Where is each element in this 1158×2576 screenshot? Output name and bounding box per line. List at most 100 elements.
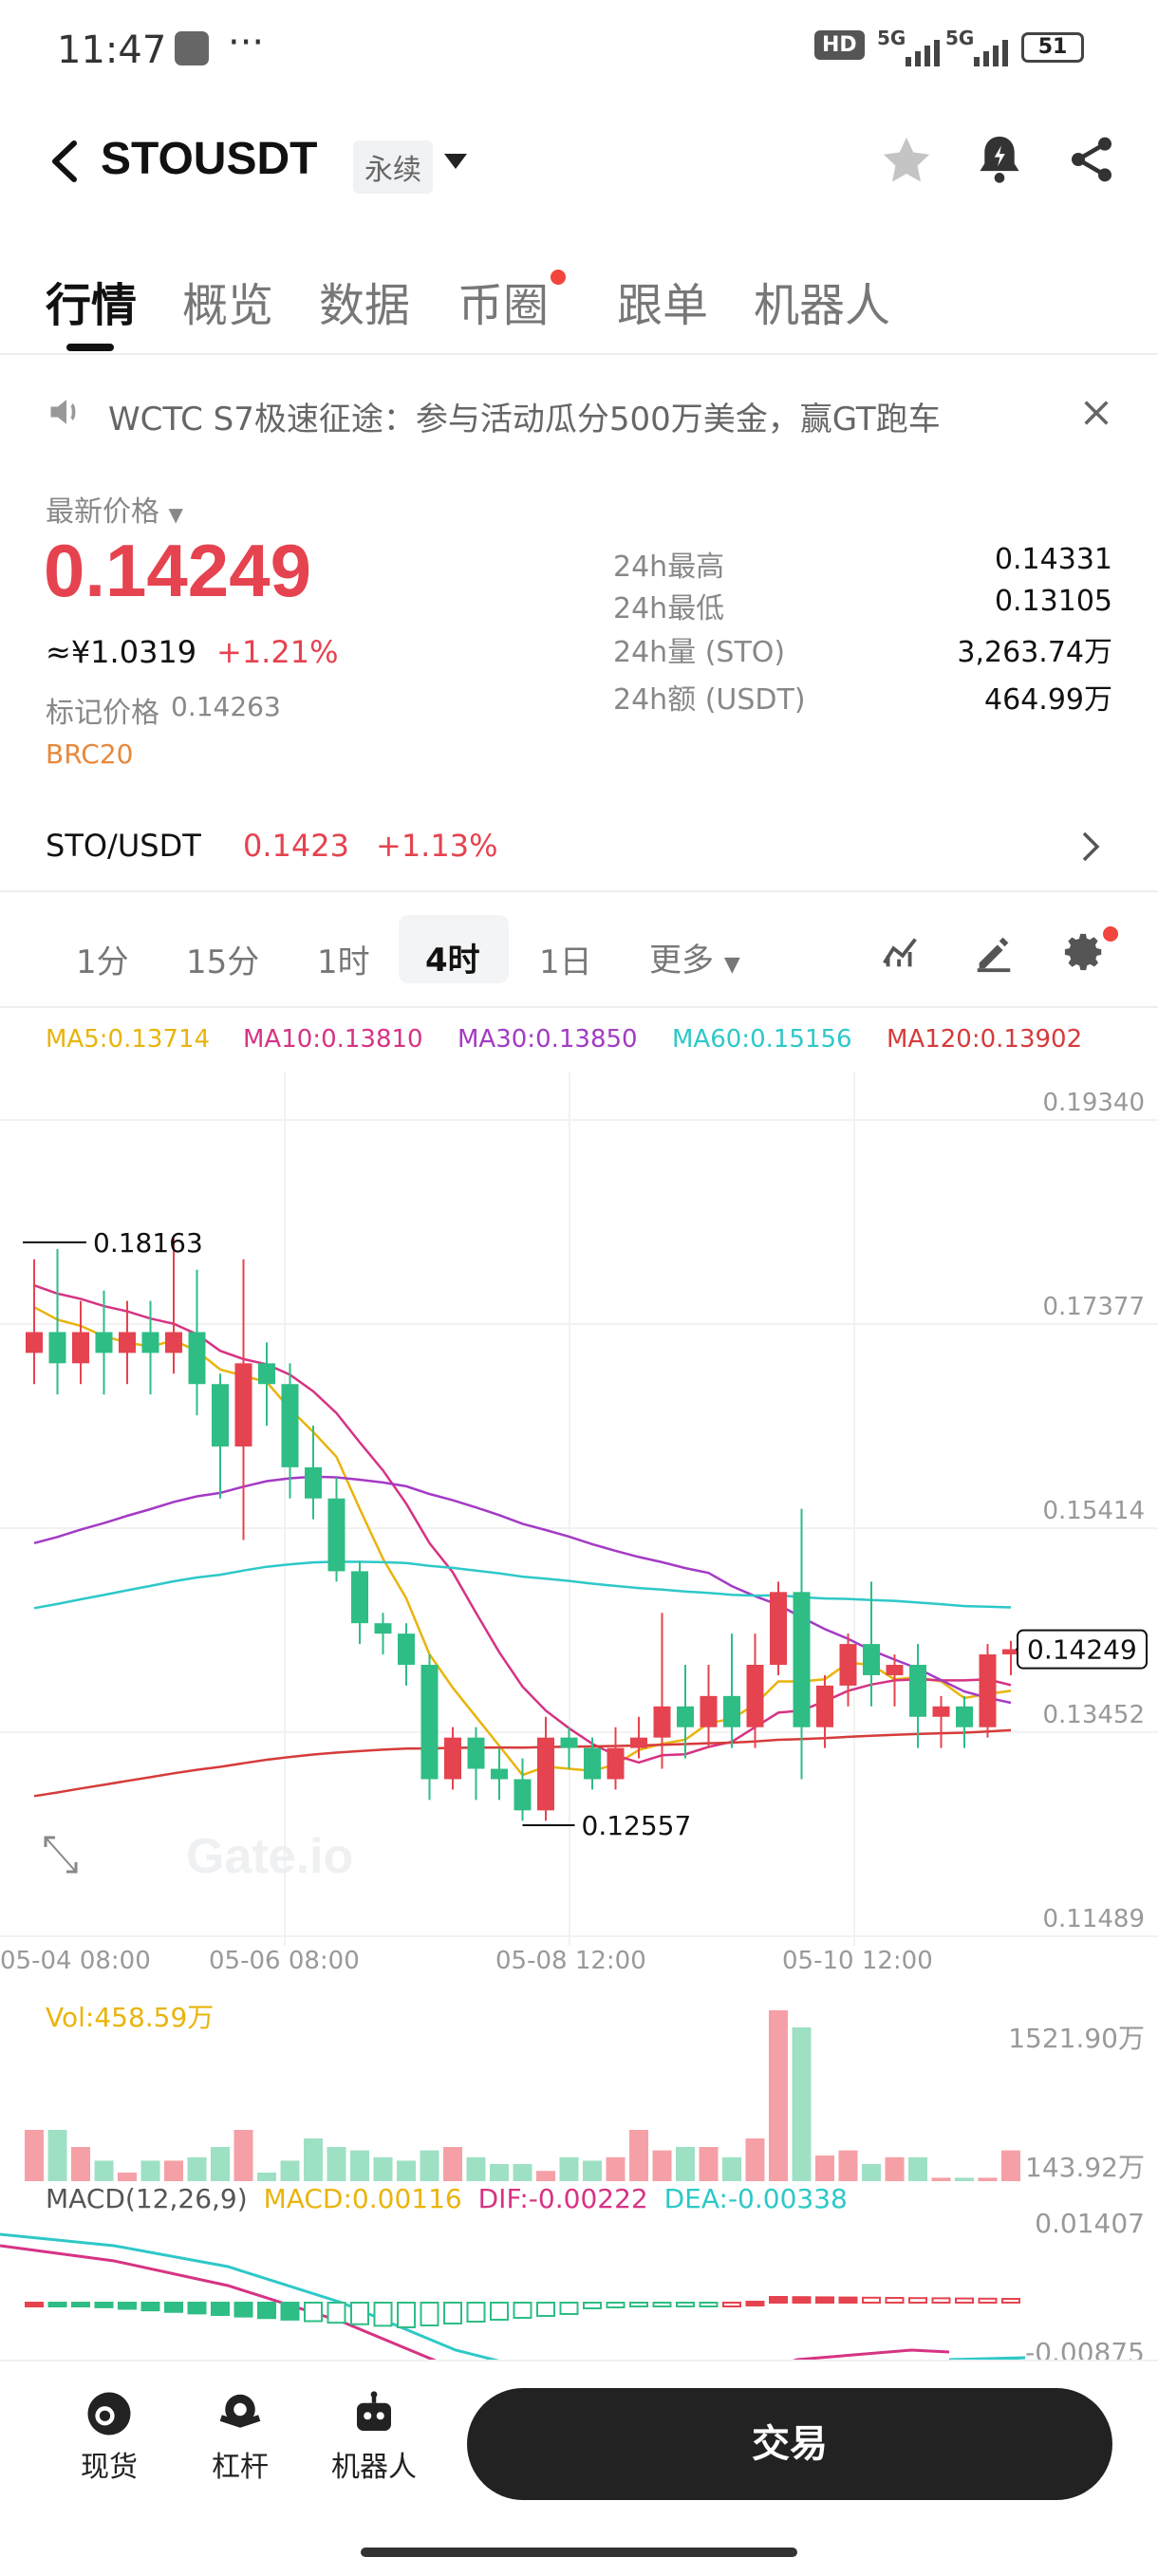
star-icon[interactable] [879,133,934,192]
volume-bar [350,2150,369,2181]
timeframe-more-label: 更多 [649,942,714,980]
volume-bar [164,2160,183,2181]
timeframe-more-caret-icon: ▼ [723,953,740,977]
volume-bar [233,2130,253,2181]
spot-icon [87,2392,131,2436]
candle [374,1623,392,1634]
volume-bar [931,2177,951,2181]
spot-row[interactable]: STO/USDT 0.1423 +1.13% [0,809,1158,885]
ma60-line [33,1560,1012,1610]
candle [141,1332,159,1353]
macd-dif: DIF:-0.00222 [477,2183,648,2214]
macd-bar [257,2302,276,2320]
macd-bar [94,2302,114,2308]
macd-bar [140,2302,160,2312]
volume-bar [676,2147,695,2181]
ma10-legend: MA10:0.13810 [243,1025,423,1054]
timeframe-1h[interactable]: 1时 [317,943,370,981]
back-icon[interactable] [46,138,84,185]
expand-chart-icon[interactable] [44,1836,78,1874]
ma30-legend: MA30:0.13850 [458,1025,638,1054]
draw-tool-icon[interactable] [972,930,1016,978]
timeframe-more[interactable]: 更多 ▼ [649,934,740,980]
macd-bar [327,2302,346,2324]
stat-low-label: 24h最低 [613,592,725,625]
volume-bar [769,2010,788,2181]
volume-bar [327,2147,346,2181]
volume-bar [187,2156,207,2181]
volume-bar [1001,2150,1020,2181]
candle [723,1695,740,1727]
volume-bar [815,2156,834,2181]
macd-bar [233,2302,253,2318]
robot-icon [357,2391,391,2431]
volume-bar [722,2156,741,2181]
macd-bar [47,2302,67,2307]
candle [351,1571,368,1624]
timeframe-1d[interactable]: 1日 [539,943,592,981]
tab-overview[interactable]: 概览 [182,279,274,332]
symbol-dropdown-icon[interactable] [442,150,469,173]
volume-bar [885,2156,905,2181]
candle [909,1664,926,1717]
macd-bar [559,2302,579,2315]
volume-bar [955,2177,974,2181]
nav-bots[interactable]: 机器人 [317,2388,431,2485]
macd-bar [350,2302,369,2325]
status-time: 11:47 [57,28,167,72]
tab-market[interactable]: 行情 [46,279,138,332]
tab-copy-trading[interactable]: 跟单 [617,279,709,332]
timeframe-4h[interactable]: 4时 [425,942,480,980]
tab-bots[interactable]: 机器人 [754,279,891,332]
macd-bar [606,2302,626,2308]
last-price-label[interactable]: 最新价格 ▼ [46,488,183,530]
timeframe-1m[interactable]: 1分 [76,943,129,981]
trade-button[interactable]: 交易 [467,2388,1112,2500]
timeframe-15m[interactable]: 15分 [186,943,260,981]
more-notifications-icon: ··· [228,21,265,65]
chart-settings-icon[interactable] [1063,930,1107,978]
stat-turnover-value: 464.99万 [984,683,1112,717]
nav-margin[interactable]: 杠杆 [188,2388,292,2485]
candle [537,1737,554,1811]
macd-bar [490,2302,509,2321]
volume-bar [978,2177,998,2181]
macd-bar [164,2302,183,2313]
candlestick-chart[interactable]: Gate.io 0.19340 0.17377 0.15414 0.13452 … [0,1073,1158,1984]
candle [327,1498,346,1572]
price-alert-icon[interactable] [972,131,1027,192]
volume-bar [606,2156,626,2181]
candle [653,1706,671,1738]
candle [770,1592,787,1665]
volume-bar [466,2156,486,2181]
candle [560,1737,578,1748]
timeframe-4h-bg [399,915,509,983]
macd-chart [0,2232,1026,2360]
candle [165,1332,182,1353]
tab-active-indicator [66,344,114,351]
macd-bar [71,2302,90,2307]
close-icon[interactable] [1080,397,1112,433]
volume-bar [420,2150,439,2181]
candle [863,1644,880,1675]
candle [444,1737,461,1780]
tab-community[interactable]: 币圈 [458,279,550,332]
candle [95,1332,113,1353]
nav-spot[interactable]: 现货 [57,2388,161,2485]
candle [816,1685,833,1727]
notice-text[interactable]: WCTC S7极速征途：参与活动瓜分500万美金，赢GT跑车 [108,401,941,439]
volume-bar [745,2138,765,2181]
y-tick-label: 0.17377 [1042,1293,1145,1321]
speaker-icon [46,391,87,437]
macd-bar [815,2296,834,2305]
macd-bar [583,2302,602,2309]
volume-tick-max: 1521.90万 [1008,2023,1145,2054]
tab-data[interactable]: 数据 [319,279,411,332]
share-icon[interactable] [1065,133,1118,190]
indicator-icon[interactable] [879,930,923,978]
network-hd-label: HD [822,33,857,57]
volume-bar [304,2138,323,2181]
volume-bar [47,2130,67,2181]
spot-pair: STO/USDT [46,828,201,864]
macd-bar [466,2302,486,2323]
